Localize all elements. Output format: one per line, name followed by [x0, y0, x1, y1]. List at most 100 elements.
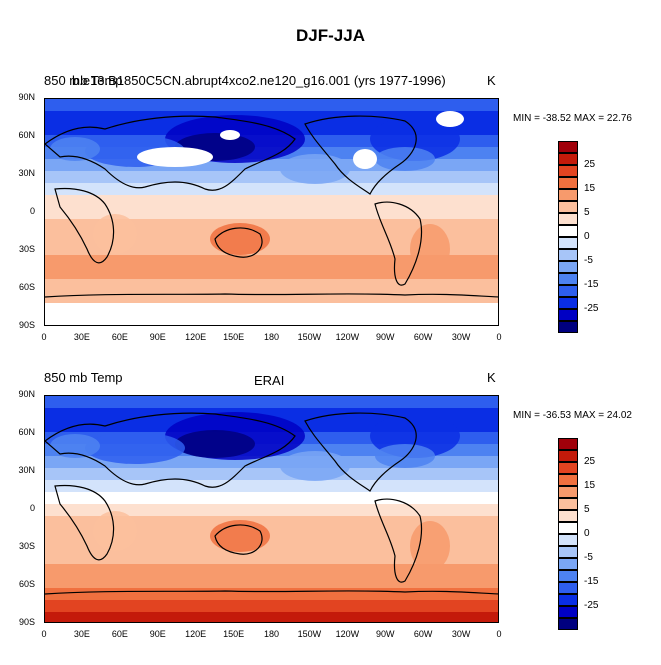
- coastline: [45, 115, 296, 191]
- longitude-tick-label: 60W: [413, 629, 433, 639]
- latitude-band: [45, 207, 498, 220]
- colorbar-label: -25: [584, 303, 599, 314]
- map-panel-top: 850 mb Temp b.e13.B1850C5CN.abrupt4xco2.…: [0, 68, 661, 368]
- colorbar-swatch: [558, 546, 578, 558]
- longitude-tick-label: 180: [263, 629, 280, 639]
- colorbar-label: -5: [584, 552, 593, 563]
- latitude-tick-label: 90N: [18, 92, 35, 102]
- longitude-tick-label: 60E: [111, 629, 128, 639]
- colorbar-label: 0: [584, 231, 590, 242]
- colorbar-swatch: [558, 213, 578, 225]
- coastline: [214, 524, 263, 555]
- latitude-tick-label: 30N: [18, 465, 35, 475]
- colorbar-label: -15: [584, 279, 599, 290]
- colorbar-label: 15: [584, 480, 596, 491]
- panel-left-title: 850 mb Temp: [44, 370, 123, 385]
- colorbar-swatch: [558, 273, 578, 285]
- colorbar-label: 25: [584, 456, 596, 467]
- coastline: [45, 590, 498, 595]
- colorbar-swatch: [558, 606, 578, 618]
- colorbar-swatch: [558, 261, 578, 273]
- longitude-tick-label: 0: [41, 332, 47, 342]
- longitude-tick-label: 180: [263, 332, 280, 342]
- map-panel-bottom: 850 mb Temp ERAI K MIN = -36.53 MAX = 24…: [0, 365, 661, 665]
- latitude-band: [45, 195, 498, 208]
- longitude-tick-label: 150E: [223, 629, 245, 639]
- temperature-anomaly-region: [50, 434, 100, 458]
- colorbar-swatch: [558, 474, 578, 486]
- colorbar-label: -15: [584, 576, 599, 587]
- latitude-band: [45, 111, 498, 124]
- colorbar-swatch: [558, 285, 578, 297]
- latitude-band: [45, 612, 498, 622]
- coastline: [45, 412, 296, 488]
- coastline: [304, 412, 417, 492]
- temperature-field: [45, 99, 498, 325]
- latitude-tick-label: 90S: [18, 617, 35, 627]
- colorbar-swatch: [558, 153, 578, 165]
- temperature-anomaly-region: [410, 521, 450, 571]
- colorbar-swatch: [558, 438, 578, 450]
- coastlines: [45, 115, 498, 298]
- min-max-stats: MIN = -36.53 MAX = 24.02: [513, 410, 632, 421]
- latitude-band: [45, 540, 498, 553]
- map-plot-area: [44, 98, 499, 326]
- temperature-anomaly-region: [280, 154, 350, 184]
- missing-data-region: [137, 147, 213, 167]
- panel-center-title: ERAI: [254, 373, 285, 388]
- longitude-tick-label: 120W: [335, 629, 360, 639]
- latitude-band: [45, 564, 498, 577]
- longitude-tick-label: 120E: [185, 629, 207, 639]
- latitude-band: [45, 396, 498, 409]
- latitude-band: [45, 504, 498, 517]
- colorbar-swatch: [558, 177, 578, 189]
- colorbar-swatch: [558, 534, 578, 546]
- min-max-stats: MIN = -38.52 MAX = 22.76: [513, 113, 632, 124]
- colorbar-label: -5: [584, 255, 593, 266]
- colorbar-label: 5: [584, 207, 590, 218]
- longitude-tick-label: 90E: [149, 629, 166, 639]
- longitude-tick-label: 30W: [451, 332, 471, 342]
- colorbar-label: 25: [584, 159, 596, 170]
- longitude-tick-label: 0: [41, 629, 47, 639]
- latitude-band: [45, 600, 498, 613]
- colorbar-swatch: [558, 594, 578, 606]
- colorbar-swatch: [558, 321, 578, 333]
- colorbar-swatch: [558, 297, 578, 309]
- latitude-tick-label: 90S: [18, 320, 35, 330]
- latitude-band: [45, 243, 498, 256]
- latitude-band: [45, 408, 498, 421]
- colorbar-label: -25: [584, 600, 599, 611]
- colorbar-swatch: [558, 165, 578, 177]
- temperature-anomaly-region: [85, 432, 185, 464]
- colorbar-swatch: [558, 486, 578, 498]
- latitude-tick-label: 30S: [18, 244, 35, 254]
- latitude-tick-label: 60N: [18, 130, 35, 140]
- latitude-band: [45, 576, 498, 589]
- coastlines: [45, 412, 498, 595]
- latitude-band: [45, 219, 498, 232]
- temperature-anomaly-region: [280, 451, 350, 481]
- colorbar-swatch: [558, 618, 578, 630]
- longitude-tick-label: 30E: [73, 629, 90, 639]
- latitude-band: [45, 588, 498, 601]
- latitude-tick-label: 30S: [18, 541, 35, 551]
- latitude-tick-label: 0: [29, 503, 35, 513]
- missing-data-region: [45, 303, 498, 325]
- latitude-tick-label: 30N: [18, 168, 35, 178]
- longitude-tick-label: 120W: [335, 332, 360, 342]
- latitude-band: [45, 468, 498, 481]
- longitude-tick-label: 150W: [297, 332, 322, 342]
- panel-units: K: [487, 370, 496, 385]
- colorbar-label: 0: [584, 528, 590, 539]
- colorbar-swatch: [558, 450, 578, 462]
- colorbar-swatch: [558, 510, 578, 522]
- latitude-tick-label: 60S: [18, 282, 35, 292]
- coastline: [54, 484, 115, 561]
- missing-data-region: [436, 111, 464, 127]
- colorbar-swatch: [558, 309, 578, 321]
- latitude-band: [45, 480, 498, 493]
- coastline: [374, 498, 423, 583]
- figure-title: DJF-JJA: [296, 26, 365, 45]
- missing-data-region: [353, 149, 377, 169]
